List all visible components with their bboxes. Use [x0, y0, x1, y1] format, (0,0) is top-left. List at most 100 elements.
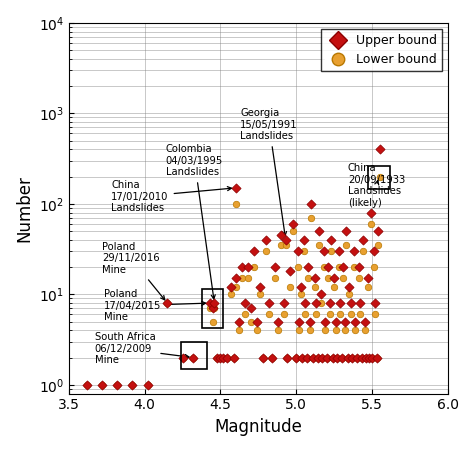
Upper bound — [341, 318, 349, 325]
Upper bound — [256, 284, 264, 291]
Upper bound — [323, 354, 330, 361]
Upper bound — [352, 318, 359, 325]
Lower bound — [374, 241, 382, 249]
Upper bound — [223, 354, 230, 361]
Lower bound — [232, 200, 239, 207]
Upper bound — [362, 354, 370, 361]
Upper bound — [321, 318, 329, 325]
Lower bound — [250, 263, 258, 271]
Upper bound — [300, 236, 308, 244]
Lower bound — [230, 354, 238, 361]
Upper bound — [334, 354, 341, 361]
Text: South Africa
06/12/2009
Mine: South Africa 06/12/2009 Mine — [94, 332, 189, 365]
Lower bound — [114, 381, 121, 388]
Lower bound — [328, 248, 335, 255]
Lower bound — [290, 227, 297, 235]
Lower bound — [301, 311, 309, 318]
Upper bound — [359, 236, 367, 244]
Lower bound — [271, 275, 279, 282]
Lower bound — [361, 327, 368, 334]
Lower bound — [355, 275, 362, 282]
Upper bound — [376, 146, 383, 153]
Upper bound — [355, 263, 362, 271]
Upper bound — [244, 263, 252, 271]
Upper bound — [217, 354, 224, 361]
Upper bound — [367, 209, 374, 216]
Lower bound — [349, 354, 356, 361]
Lower bound — [330, 284, 338, 291]
Lower bound — [372, 311, 379, 318]
Upper bound — [265, 299, 273, 307]
Text: China
20/09/1933
Landslides
(likely): China 20/09/1933 Landslides (likely) — [348, 163, 405, 208]
Lower bound — [362, 354, 370, 361]
Lower bound — [217, 354, 224, 361]
Lower bound — [353, 354, 361, 361]
Upper bound — [241, 299, 248, 307]
Lower bound — [214, 354, 221, 361]
Lower bound — [335, 263, 343, 271]
Upper bound — [144, 381, 152, 388]
Lower bound — [300, 248, 308, 255]
Lower bound — [326, 311, 334, 318]
Upper bound — [277, 231, 285, 239]
Upper bound — [232, 184, 239, 192]
Upper bound — [129, 381, 137, 388]
Upper bound — [337, 299, 344, 307]
Upper bound — [164, 299, 171, 307]
Lower bound — [247, 318, 255, 325]
Upper bound — [238, 263, 246, 271]
Upper bound — [329, 354, 337, 361]
Lower bound — [299, 354, 306, 361]
Lower bound — [365, 354, 373, 361]
Lower bound — [129, 381, 137, 388]
Upper bound — [344, 354, 352, 361]
Lower bound — [282, 241, 290, 249]
Upper bound — [349, 354, 356, 361]
Upper bound — [361, 318, 368, 325]
Lower bound — [303, 354, 311, 361]
Lower bound — [294, 263, 301, 271]
Text: Poland
29/11/2016
Mine: Poland 29/11/2016 Mine — [102, 242, 165, 300]
Upper bound — [335, 248, 343, 255]
Lower bound — [190, 354, 197, 361]
Lower bound — [297, 291, 305, 298]
Upper bound — [372, 299, 379, 307]
Upper bound — [305, 263, 312, 271]
Text: Poland
17/04/2015
Mine: Poland 17/04/2015 Mine — [104, 289, 206, 322]
Upper bound — [326, 299, 334, 307]
Lower bound — [376, 173, 383, 180]
Lower bound — [238, 275, 246, 282]
Upper bound — [364, 275, 372, 282]
Lower bound — [292, 354, 300, 361]
Upper bound — [358, 354, 365, 361]
Upper bound — [297, 284, 305, 291]
Lower bound — [338, 354, 346, 361]
Lower bound — [306, 327, 314, 334]
Lower bound — [232, 284, 239, 291]
Upper bound — [303, 354, 311, 361]
Lower bound — [179, 354, 186, 361]
Lower bound — [283, 354, 291, 361]
Lower bound — [352, 327, 359, 334]
Upper bound — [332, 318, 339, 325]
Lower bound — [228, 291, 235, 298]
Lower bound — [210, 305, 218, 312]
Lower bound — [341, 327, 349, 334]
Upper bound — [230, 354, 238, 361]
Lower bound — [206, 305, 214, 312]
Legend: Upper bound, Lower bound: Upper bound, Lower bound — [321, 29, 442, 71]
Upper bound — [317, 291, 324, 298]
Lower bound — [359, 248, 367, 255]
Upper bound — [253, 318, 261, 325]
Lower bound — [373, 354, 381, 361]
Y-axis label: Number: Number — [15, 175, 33, 242]
Upper bound — [283, 354, 291, 361]
Upper bound — [292, 354, 300, 361]
Upper bound — [259, 354, 267, 361]
Lower bound — [235, 327, 243, 334]
Lower bound — [358, 354, 365, 361]
Lower bound — [321, 327, 329, 334]
Upper bound — [206, 299, 214, 307]
Upper bound — [286, 267, 294, 275]
Upper bound — [368, 354, 376, 361]
